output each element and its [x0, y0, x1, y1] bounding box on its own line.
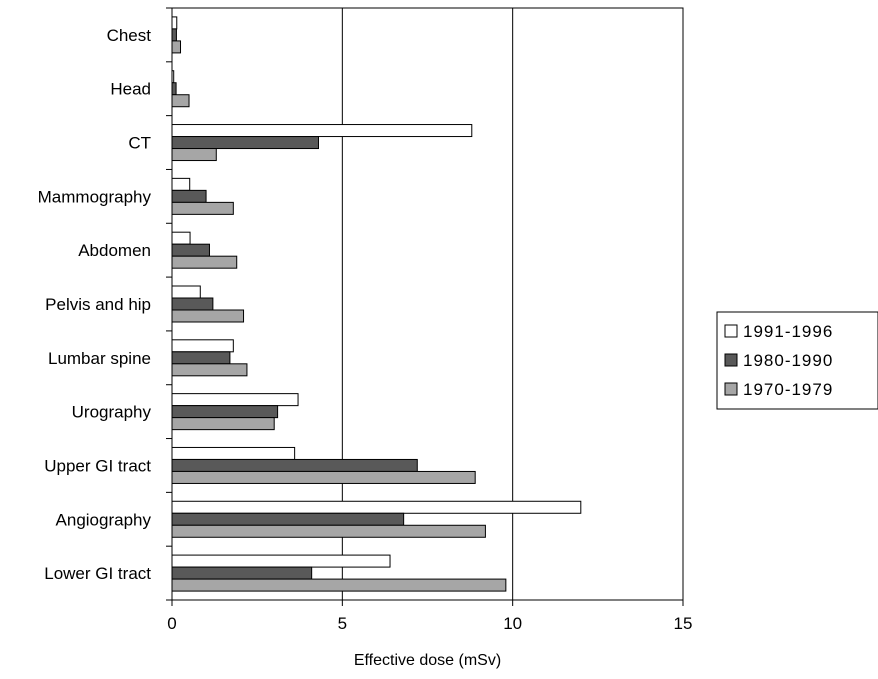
legend-swatch: [724, 353, 738, 367]
bar: [171, 255, 238, 269]
bar: [171, 363, 248, 377]
legend-label: 1980-1990: [743, 351, 833, 370]
category-label: Pelvis and hip: [45, 295, 151, 314]
bars: [171, 16, 582, 592]
category-label: Urography: [72, 403, 152, 422]
legend-label: 1991-1996: [743, 322, 833, 341]
x-tick-label: 10: [503, 614, 522, 633]
category-label: Abdomen: [78, 241, 151, 260]
bar: [171, 201, 234, 215]
bar: [171, 512, 405, 526]
bar: [171, 297, 214, 311]
bar: [171, 243, 210, 257]
x-axis-title: Effective dose (mSv): [354, 652, 501, 669]
category-label: Head: [110, 80, 151, 99]
x-tick-label: 15: [674, 614, 693, 633]
bar: [171, 40, 182, 54]
legend-frame: [716, 311, 878, 410]
category-label: Angiography: [56, 510, 152, 529]
x-tick-label: 5: [338, 614, 347, 633]
category-label: Upper GI tract: [44, 456, 151, 475]
bar: [171, 16, 178, 30]
bar: [171, 148, 217, 162]
bar: [171, 136, 319, 150]
bar: [171, 470, 476, 484]
bar: [171, 231, 191, 245]
x-tick-label: 0: [167, 614, 176, 633]
bar: [171, 28, 177, 42]
bar: [171, 405, 279, 419]
bar: [171, 94, 190, 108]
legend: 1991-1996 1980-1990 1970-1979: [716, 311, 878, 410]
x-axis-ticks: 0 5 10 15: [167, 600, 692, 633]
bar: [171, 578, 507, 592]
legend-swatch: [724, 382, 738, 396]
bar: [171, 82, 177, 96]
bar: [171, 566, 313, 580]
category-label: Chest: [107, 26, 152, 45]
bar: [171, 177, 191, 191]
y-axis-ticks: Chest Head CT Mammography Abdomen Pelvis and …: [38, 7, 172, 601]
bar: [171, 351, 231, 365]
bar: [171, 309, 245, 323]
bar: [171, 524, 486, 538]
bar: [171, 189, 207, 203]
bar: [171, 554, 391, 568]
bar: [171, 285, 201, 299]
category-label: Lower GI tract: [44, 564, 151, 583]
bar: [171, 393, 299, 407]
bar: [171, 500, 582, 514]
bar: [171, 417, 275, 431]
bar: [171, 124, 473, 138]
bar: [171, 446, 296, 460]
category-label: Lumbar spine: [48, 349, 151, 368]
legend-swatch: [724, 324, 738, 338]
category-label: Mammography: [38, 187, 152, 206]
bar: [171, 458, 418, 472]
category-label: CT: [128, 134, 151, 153]
legend-label: 1970-1979: [743, 380, 833, 399]
bar: [171, 339, 234, 353]
